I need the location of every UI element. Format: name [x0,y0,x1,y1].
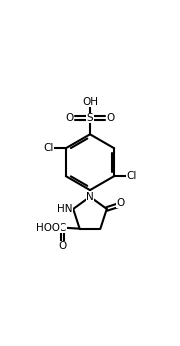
Text: HO: HO [36,223,52,233]
Text: HO: HO [44,223,60,233]
Text: N: N [86,192,94,202]
Text: S: S [87,113,93,123]
Text: C: C [59,223,66,233]
Text: OH: OH [82,97,98,107]
Text: Cl: Cl [43,143,54,153]
Text: O: O [66,113,74,123]
Text: HN: HN [57,204,72,214]
Text: O: O [58,241,67,251]
Text: Cl: Cl [126,171,137,181]
Text: O: O [106,113,114,123]
Text: O: O [117,198,125,208]
